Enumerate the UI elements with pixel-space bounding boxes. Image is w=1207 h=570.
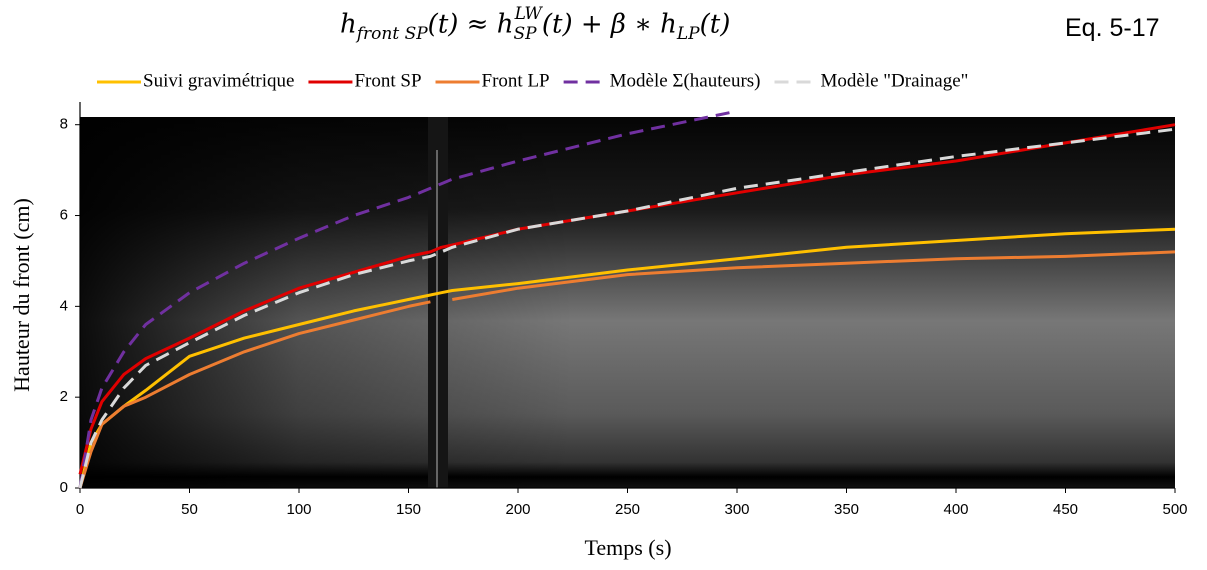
legend-label: Modèle "Drainage"	[821, 70, 969, 91]
x-tick-label: 150	[396, 501, 421, 518]
x-tick-label: 200	[505, 501, 530, 518]
legend-label: Suivi gravimétrique	[143, 70, 294, 91]
equation: hfront SP(t) ≈ hSPLW(t) + β ∗ hLP(t)	[340, 4, 731, 44]
x-axis-label: Temps (s)	[584, 535, 671, 560]
x-tick-label: 250	[615, 501, 640, 518]
y-axis-label: Hauteur du front (cm)	[9, 198, 34, 392]
equation-part: LW	[514, 4, 542, 24]
x-tick-label: 350	[834, 501, 859, 518]
x-tick-label: 50	[181, 501, 198, 518]
equation-part: LP	[676, 23, 700, 44]
series-line	[78, 250, 1176, 489]
x-tick-label: 0	[76, 501, 84, 518]
y-tick-label: 6	[60, 206, 68, 223]
equation-part: (t)	[699, 9, 731, 40]
equation-part: (t) ≈ h	[427, 9, 514, 40]
equation-part: h	[340, 9, 357, 40]
x-tick-label: 400	[943, 501, 968, 518]
legend-label: Modèle Σ(hauteurs)	[610, 70, 761, 91]
equation-part: SP	[513, 23, 537, 44]
y-tick-label: 4	[60, 297, 68, 314]
series-line	[78, 109, 738, 489]
equation-part: front SP	[356, 23, 428, 44]
equation-part: (t) + β ∗ h	[541, 9, 677, 40]
equation-label: Eq. 5-17	[1065, 14, 1160, 42]
series-line	[78, 123, 1176, 475]
series-line	[78, 127, 1176, 489]
y-tick-label: 8	[60, 116, 68, 133]
x-tick-label: 300	[724, 501, 749, 518]
x-tick-label: 100	[286, 501, 311, 518]
y-tick-label: 0	[60, 479, 68, 496]
background-image	[80, 117, 1175, 488]
legend-label: Front SP	[354, 70, 421, 91]
y-tick-label: 2	[60, 388, 68, 405]
legend-label: Front LP	[482, 70, 550, 91]
x-tick-label: 500	[1162, 501, 1187, 518]
x-tick-label: 450	[1053, 501, 1078, 518]
